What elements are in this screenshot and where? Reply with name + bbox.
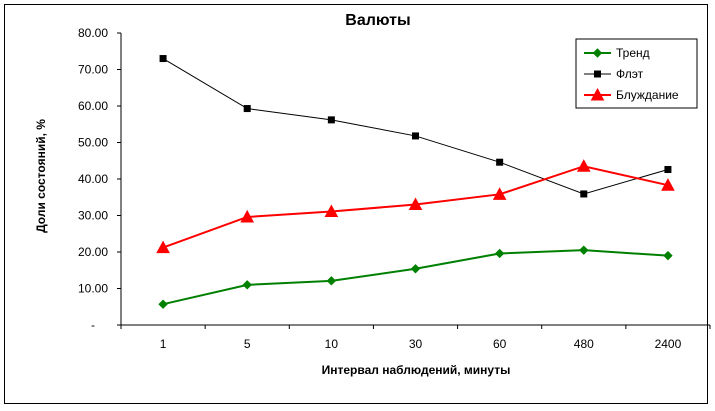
data-point — [579, 245, 589, 255]
y-axis-title: Доли состояний, % — [34, 119, 48, 233]
y-tick-label: 30.00 — [78, 209, 108, 223]
x-tick-label: 480 — [574, 337, 594, 351]
x-tick-label: 30 — [409, 337, 423, 351]
series-0 — [158, 245, 673, 309]
x-tick-label: 1 — [160, 337, 167, 351]
data-point — [496, 158, 504, 166]
legend-label: Тренд — [616, 46, 650, 60]
data-point — [408, 197, 423, 211]
data-point — [580, 190, 588, 198]
chart-title: Валюты — [345, 12, 410, 29]
data-point — [327, 116, 335, 124]
x-tick-label: 60 — [493, 337, 507, 351]
y-axis-ticks: - 10.00 20.00 30.00 40.00 50.00 60.00 70.00 80.0… — [78, 26, 121, 332]
data-point — [326, 276, 337, 286]
data-point — [412, 132, 419, 140]
series-layer — [156, 55, 675, 309]
x-axis-title: Интервал наблюдений, минуты — [322, 363, 511, 377]
y-tick-label: 10.00 — [78, 282, 108, 296]
data-point — [240, 209, 255, 223]
x-tick-label: 2400 — [655, 337, 682, 351]
x-tick-label: 10 — [325, 337, 339, 351]
x-axis-ticks: 1 5 10 30 60 480 2400 — [120, 325, 711, 351]
legend-marker — [594, 70, 601, 78]
series-2 — [156, 159, 675, 254]
legend-marker — [592, 48, 603, 58]
data-point — [663, 250, 673, 261]
y-tick-label: 60.00 — [78, 99, 108, 113]
data-point — [324, 204, 339, 217]
legend-label: Флэт — [616, 67, 644, 81]
legend-marker — [590, 87, 605, 101]
y-tick-label: 20.00 — [78, 245, 108, 259]
y-tick-label: 50.00 — [78, 136, 108, 150]
series-line — [162, 249, 668, 306]
x-tick-label: 5 — [244, 337, 251, 351]
data-point — [410, 264, 421, 274]
data-point — [242, 280, 252, 290]
data-point — [494, 248, 505, 259]
data-point — [661, 178, 675, 191]
data-point — [664, 166, 672, 174]
legend: Тренд Флэт Блуждание — [575, 38, 698, 109]
data-point — [492, 187, 507, 200]
data-point — [156, 240, 170, 254]
series-1 — [159, 55, 672, 198]
data-point — [243, 105, 251, 113]
y-tick-label: 70.00 — [78, 63, 108, 77]
data-point — [158, 299, 168, 309]
data-point — [159, 55, 167, 63]
y-tick-label: 80.00 — [78, 26, 108, 40]
y-tick-label: 40.00 — [78, 172, 108, 186]
data-point — [576, 159, 591, 172]
legend-label: Блуждание — [616, 88, 679, 102]
y-tick-label: - — [91, 318, 95, 332]
